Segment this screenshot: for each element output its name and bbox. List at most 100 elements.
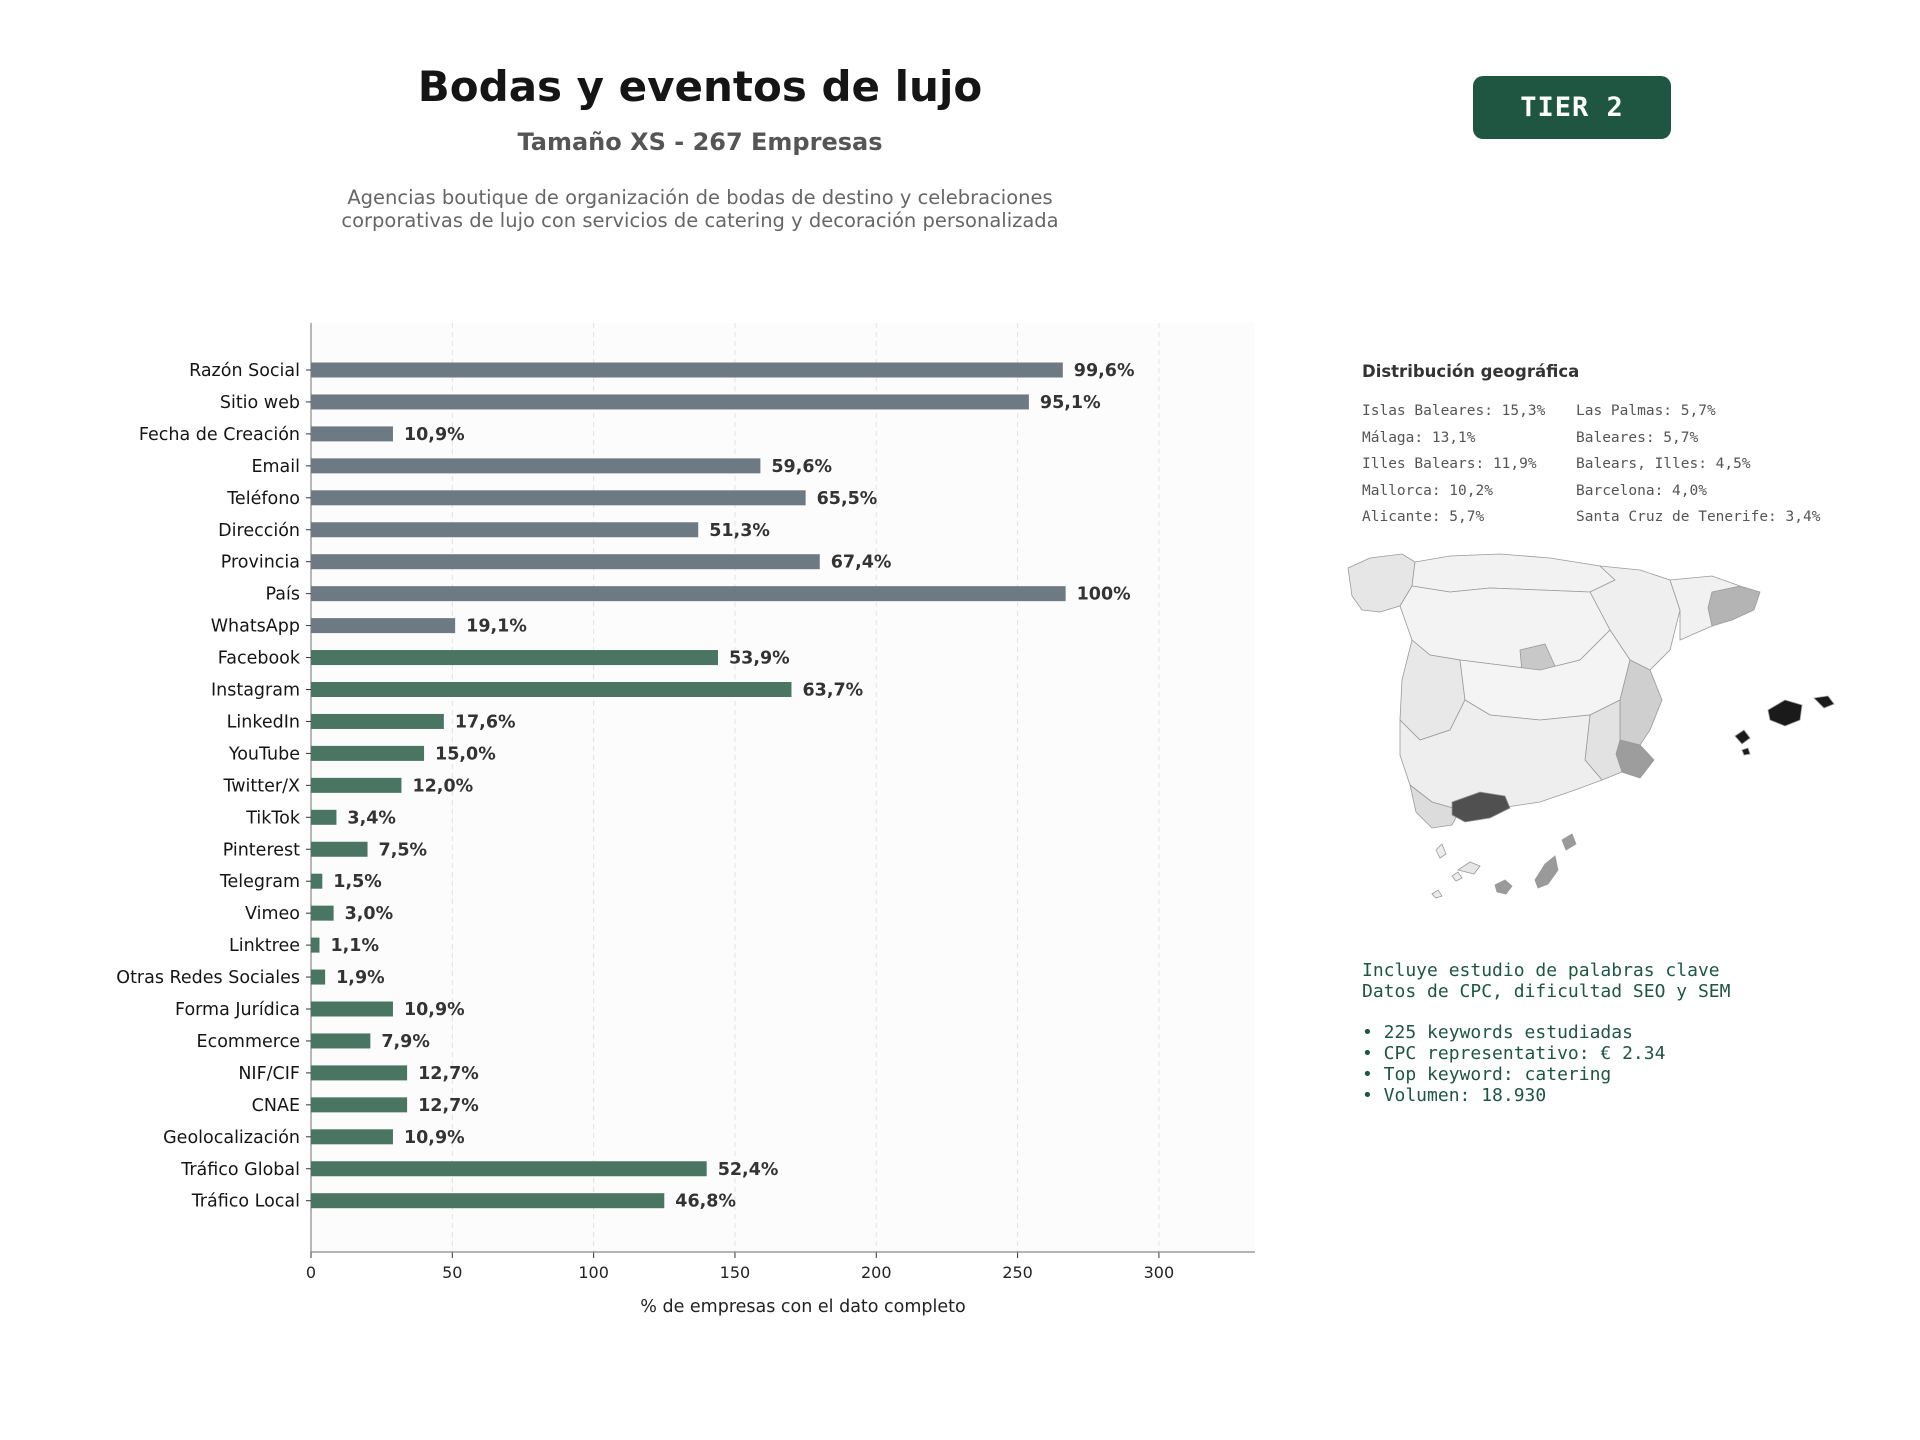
bar [311,905,334,921]
map-tenerife [1457,861,1481,875]
data-label: 1,9% [336,968,385,988]
map-ibiza [1734,729,1751,745]
keyword-bullet: • CPC representativo: € 2.34 [1362,1043,1666,1064]
data-label: 10,9% [404,425,465,445]
geo-item: Baleares: 5,7% [1576,429,1699,446]
data-label: 63,7% [802,681,863,701]
data-label: 10,9% [404,1128,465,1148]
bar [311,554,820,570]
keyword-bullet: • Top keyword: catering [1362,1064,1612,1085]
bar [311,873,323,889]
keyword-bullet: • 225 keywords estudiadas [1362,1022,1633,1043]
map-malaga [1451,791,1511,823]
bar [311,1033,371,1049]
data-label: 52,4% [718,1160,779,1180]
bar [311,618,456,634]
category-label: Twitter/X [222,776,300,796]
tier-badge: TIER 2 [1473,76,1671,139]
category-label: CNAE [252,1096,300,1116]
bar [311,809,337,825]
data-label: 12,7% [418,1096,479,1116]
map-lanzarote [1561,833,1577,851]
keyword-bullet: • Volumen: 18.930 [1362,1085,1547,1106]
keyword-line: Datos de CPC, dificultad SEO y SEM [1362,981,1731,1002]
geo-item: Islas Baleares: 15,3% [1362,403,1546,419]
category-label: Tráfico Local [191,1192,300,1212]
page-title: Bodas y eventos de lujo [417,62,983,111]
geo-distribution-title: Distribución geográfica [1362,362,1580,381]
map-north-coast [1411,553,1616,593]
geo-item: Mallorca: 10,2% [1362,482,1493,499]
sector-description: Agencias boutique de organización de bod… [341,186,1059,232]
bar [311,458,761,474]
category-label: WhatsApp [211,617,300,637]
category-label: Linktree [229,936,300,956]
map-cadiz-sevilla [1409,784,1461,829]
data-label: 53,9% [729,649,790,669]
x-tick-label: 300 [1144,1263,1175,1282]
data-label: 15,0% [435,744,496,764]
data-label: 1,5% [333,872,382,892]
category-label: Tráfico Global [180,1160,300,1180]
bar [311,1161,707,1177]
category-label: Email [251,457,300,477]
data-label: 12,7% [418,1064,479,1084]
bar [311,841,368,857]
data-label: 100% [1077,585,1131,605]
category-label: Telegram [219,872,300,892]
map-hierro [1431,889,1443,899]
geo-item: Barcelona: 4,0% [1576,482,1707,499]
data-label: 46,8% [675,1192,736,1212]
data-label: 12,0% [412,776,473,796]
category-label: Instagram [211,681,300,701]
spain-province-map [1347,553,1835,899]
bar [311,713,444,729]
category-label: Fecha de Creación [139,425,300,445]
bar [311,394,1029,410]
data-label: 51,3% [709,521,770,541]
bar [311,745,425,761]
category-label: Provincia [221,553,300,573]
data-label: 3,0% [345,904,394,924]
keyword-line: Incluye estudio de palabras clave [1362,960,1720,981]
data-label: 17,6% [455,712,516,732]
bar [311,586,1066,602]
data-label: 99,6% [1074,361,1135,381]
geo-item: Illes Balears: 11,9% [1362,456,1537,472]
map-menorca [1813,695,1835,709]
map-formentera [1741,747,1751,756]
page-subtitle: Tamaño XS - 267 Empresas [517,128,883,156]
x-tick-label: 200 [861,1263,892,1282]
bar [311,426,393,442]
category-label: Ecommerce [197,1032,300,1052]
map-gomera [1451,871,1463,882]
data-label: 3,4% [347,808,396,828]
bar [311,1129,393,1145]
plot-area [311,323,1255,1252]
map-fuerteventura [1534,855,1559,889]
completeness-bar-chart: 0 50 100 150 200 250 300 Razón Social 99,6% Sitio… [116,323,1255,1317]
map-la-palma [1435,843,1447,859]
category-label: País [266,585,300,605]
category-label: YouTube [228,744,300,764]
geo-distribution-list: Islas Baleares: 15,3% Las Palmas: 5,7% M… [1362,398,1820,531]
category-label: Pinterest [223,840,300,860]
bar [311,490,806,506]
data-label: 59,6% [771,457,832,477]
data-label: 19,1% [466,617,527,637]
category-label: Forma Jurídica [175,1000,300,1020]
x-axis-label: % de empresas con el dato completo [640,1297,965,1317]
category-label: Razón Social [189,361,300,381]
bar [311,1193,665,1209]
x-tick-label: 150 [720,1263,751,1282]
category-label: Facebook [218,649,301,669]
category-label: NIF/CIF [238,1064,300,1084]
bar [311,969,326,985]
category-label: TikTok [245,808,301,828]
category-label: Dirección [218,521,300,541]
bar [311,682,792,697]
data-label: 65,5% [817,489,878,509]
category-label: LinkedIn [227,712,300,732]
map-gran-canaria [1494,879,1513,895]
bar [311,1065,408,1081]
